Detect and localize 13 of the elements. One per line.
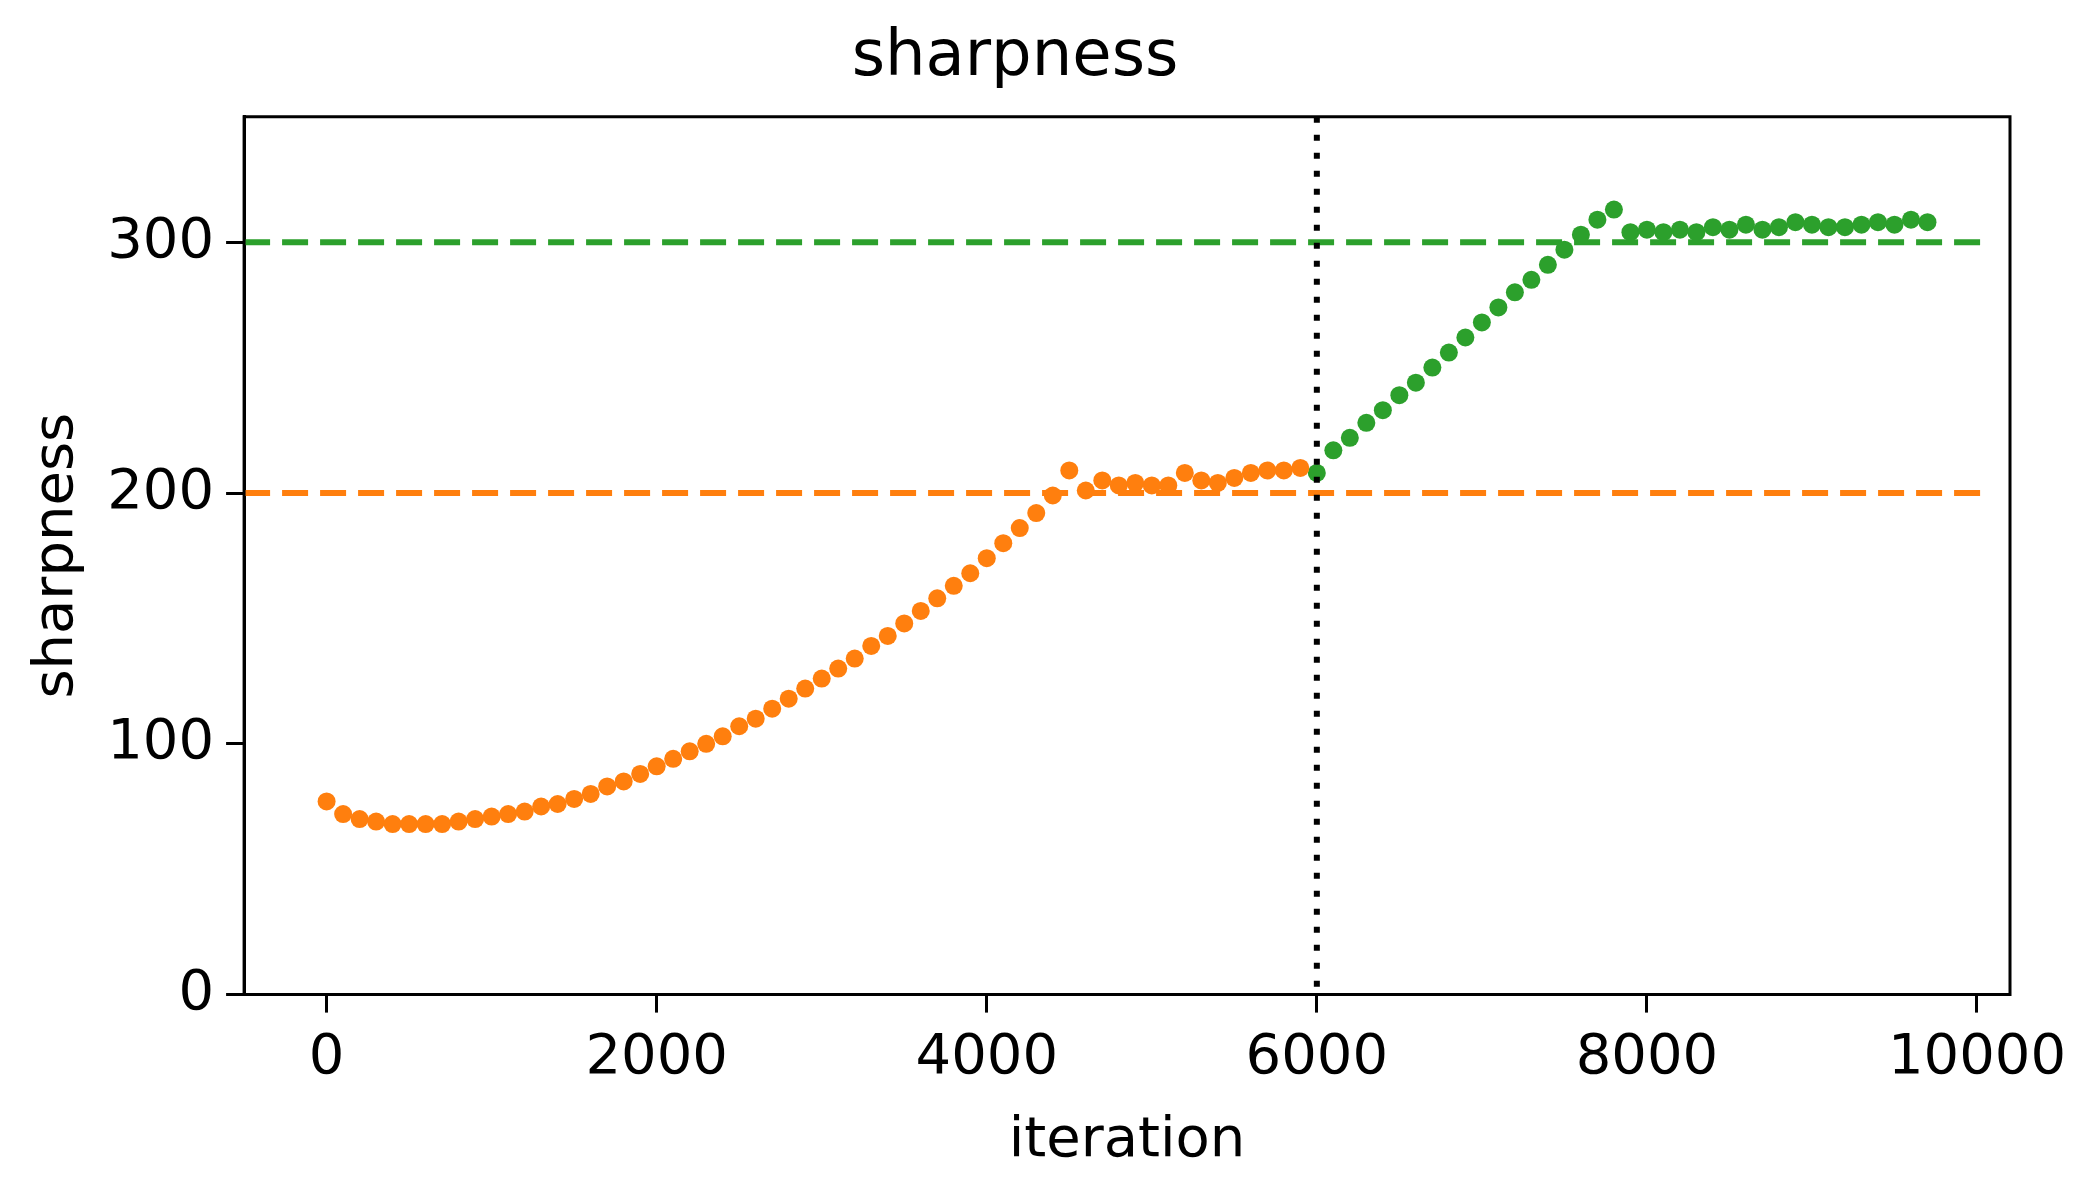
x-axis-title: iteration xyxy=(1008,1103,1246,1169)
x-tick-label: 10000 xyxy=(1887,1020,2067,1086)
y-axis-title: sharpness xyxy=(20,412,86,699)
x-tick-label: 2000 xyxy=(585,1020,728,1086)
chart-title: sharpness xyxy=(851,16,1179,91)
y-tick-label: 100 xyxy=(107,706,215,772)
x-tick-label: 8000 xyxy=(1575,1020,1719,1086)
x-tick-label: 4000 xyxy=(915,1020,1059,1086)
y-tick-label: 0 xyxy=(178,957,215,1023)
y-tick-label: 200 xyxy=(107,455,215,521)
x-tick-label: 6000 xyxy=(1245,1020,1389,1086)
x-tick-label: 0 xyxy=(308,1020,345,1086)
y-tick-label: 300 xyxy=(107,204,215,270)
